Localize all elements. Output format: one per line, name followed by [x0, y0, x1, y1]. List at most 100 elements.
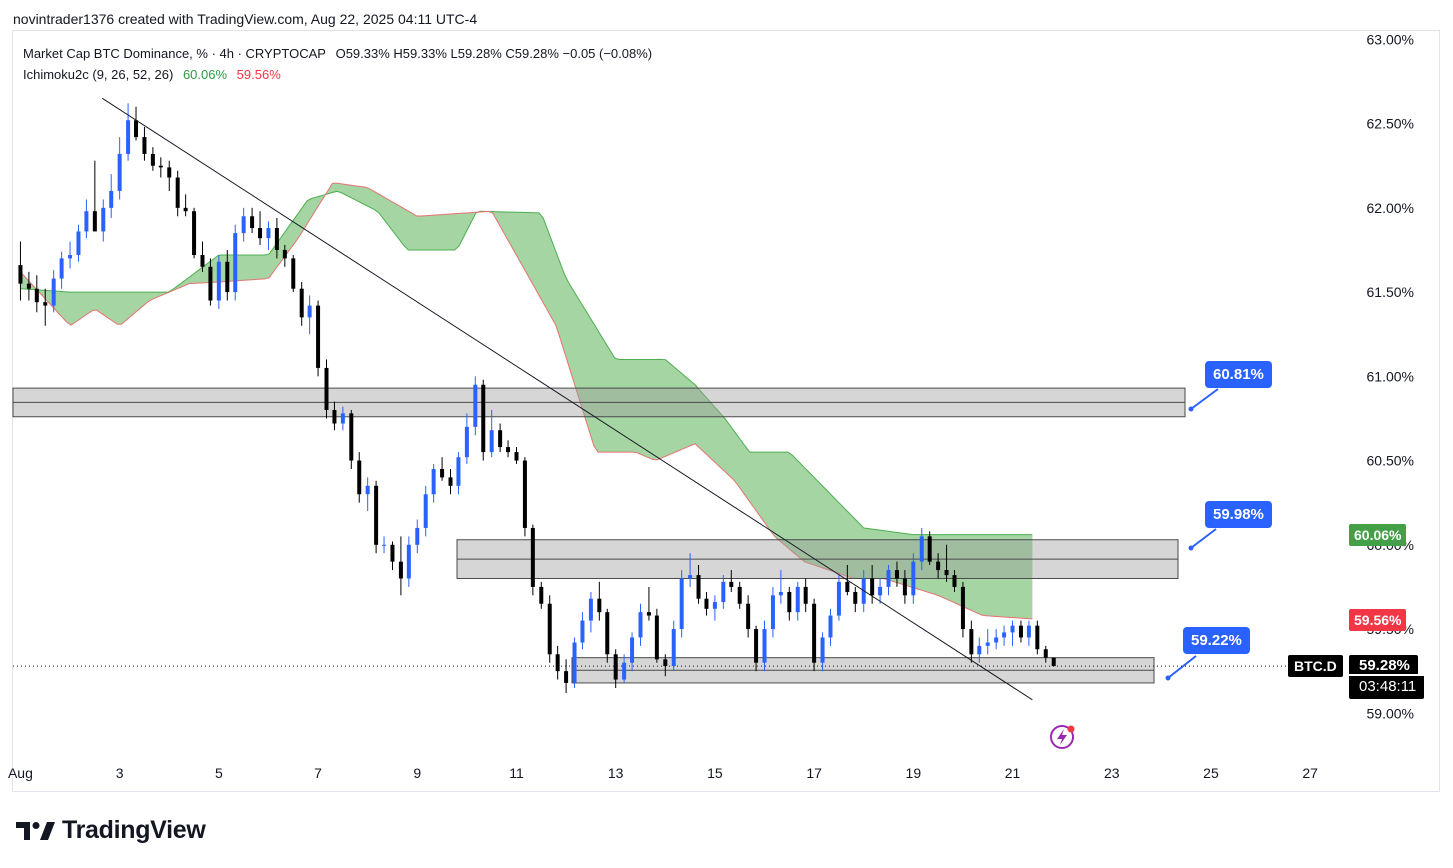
ichimoku-cloud [20, 183, 1033, 619]
candle [299, 288, 304, 318]
candle [150, 153, 155, 166]
tradingview-logo[interactable]: TradingView [16, 816, 206, 845]
candle [646, 612, 651, 616]
candle [374, 485, 379, 545]
candle [870, 578, 875, 596]
candle [117, 153, 122, 191]
indicator-legend: Ichimoku2c (9, 26, 52, 26) 60.06% 59.56% [23, 67, 287, 82]
callout-label-3[interactable]: 59.22% [1183, 627, 1250, 654]
candle [423, 494, 428, 528]
candle [398, 561, 403, 579]
candle [448, 477, 453, 486]
candle [746, 603, 751, 630]
candle [795, 586, 800, 613]
candle [101, 207, 106, 232]
candle [365, 485, 370, 495]
indicator-value-span-b: 59.56% [236, 67, 281, 82]
x-tick-label: 17 [806, 765, 822, 781]
candle [514, 452, 519, 461]
candle [291, 258, 296, 289]
candle [266, 228, 271, 239]
last-price-badge: 59.28% [1349, 655, 1418, 674]
candle [18, 265, 23, 284]
candle [712, 602, 717, 609]
candle [605, 612, 610, 655]
candle [282, 249, 287, 259]
candle [894, 570, 899, 579]
candle [985, 642, 990, 646]
candle [721, 581, 726, 603]
candle [1010, 625, 1015, 633]
candle [316, 305, 321, 368]
candle [68, 255, 73, 259]
candle [622, 662, 627, 680]
candle [415, 527, 420, 545]
candle [84, 211, 89, 232]
candle [762, 629, 767, 663]
candle [539, 586, 544, 604]
candle [473, 384, 478, 427]
x-tick-label: 25 [1203, 765, 1219, 781]
candle [208, 266, 213, 301]
candle [26, 283, 31, 289]
candle [167, 167, 172, 178]
x-tick-label: 23 [1104, 765, 1120, 781]
span-b-price-badge: 59.56% [1349, 609, 1407, 631]
candle [878, 586, 883, 596]
candle [92, 211, 97, 232]
candle [787, 591, 792, 613]
candle [820, 637, 825, 663]
candle [580, 620, 585, 643]
candle [440, 468, 445, 478]
span-a-price-badge: 60.06% [1349, 524, 1407, 546]
x-tick-label: 21 [1005, 765, 1021, 781]
replay-lightning-icon [1050, 725, 1075, 749]
candle [663, 659, 668, 667]
x-tick-label: 13 [608, 765, 624, 781]
candle [770, 595, 775, 630]
callout-anchor-1 [1188, 406, 1194, 412]
candle [200, 255, 205, 267]
y-tick-label: 61.50% [1367, 284, 1414, 300]
candle [696, 575, 701, 599]
candle [134, 120, 139, 138]
candle [489, 430, 494, 453]
candle [737, 586, 742, 604]
callout-label-2[interactable]: 59.98% [1205, 501, 1272, 528]
candle [969, 629, 974, 655]
symbol-badge: BTC.D [1288, 655, 1343, 677]
candle [555, 654, 560, 672]
symbol-title: Market Cap BTC Dominance, % · 4h · CRYPT… [23, 46, 326, 61]
candle [382, 544, 387, 546]
candle [522, 460, 527, 528]
candle [547, 603, 552, 655]
candle [911, 561, 916, 596]
indicator-value-span-a: 60.06% [182, 67, 228, 82]
candle [564, 671, 569, 683]
candle [679, 578, 684, 630]
y-tick-label: 62.00% [1367, 200, 1414, 216]
callout-pointer-1 [1190, 388, 1219, 410]
candle [886, 570, 891, 587]
candle [183, 207, 188, 212]
candle [638, 612, 643, 638]
candle [192, 211, 197, 256]
candle [654, 615, 659, 660]
candle [51, 278, 56, 306]
callout-label-1[interactable]: 60.81% [1205, 361, 1272, 388]
candle [994, 637, 999, 643]
candle [944, 570, 949, 576]
x-tick-label: 19 [906, 765, 922, 781]
brand-name: TradingView [62, 816, 206, 844]
candle [530, 527, 535, 587]
candle [340, 413, 345, 424]
candle [216, 261, 221, 301]
candle [1026, 625, 1031, 638]
callout-pointer-2 [1190, 528, 1217, 549]
x-tick-label: 3 [116, 765, 124, 781]
candle [431, 468, 436, 495]
candle [390, 544, 395, 562]
x-tick-label: 27 [1302, 765, 1318, 781]
candle [597, 598, 602, 613]
